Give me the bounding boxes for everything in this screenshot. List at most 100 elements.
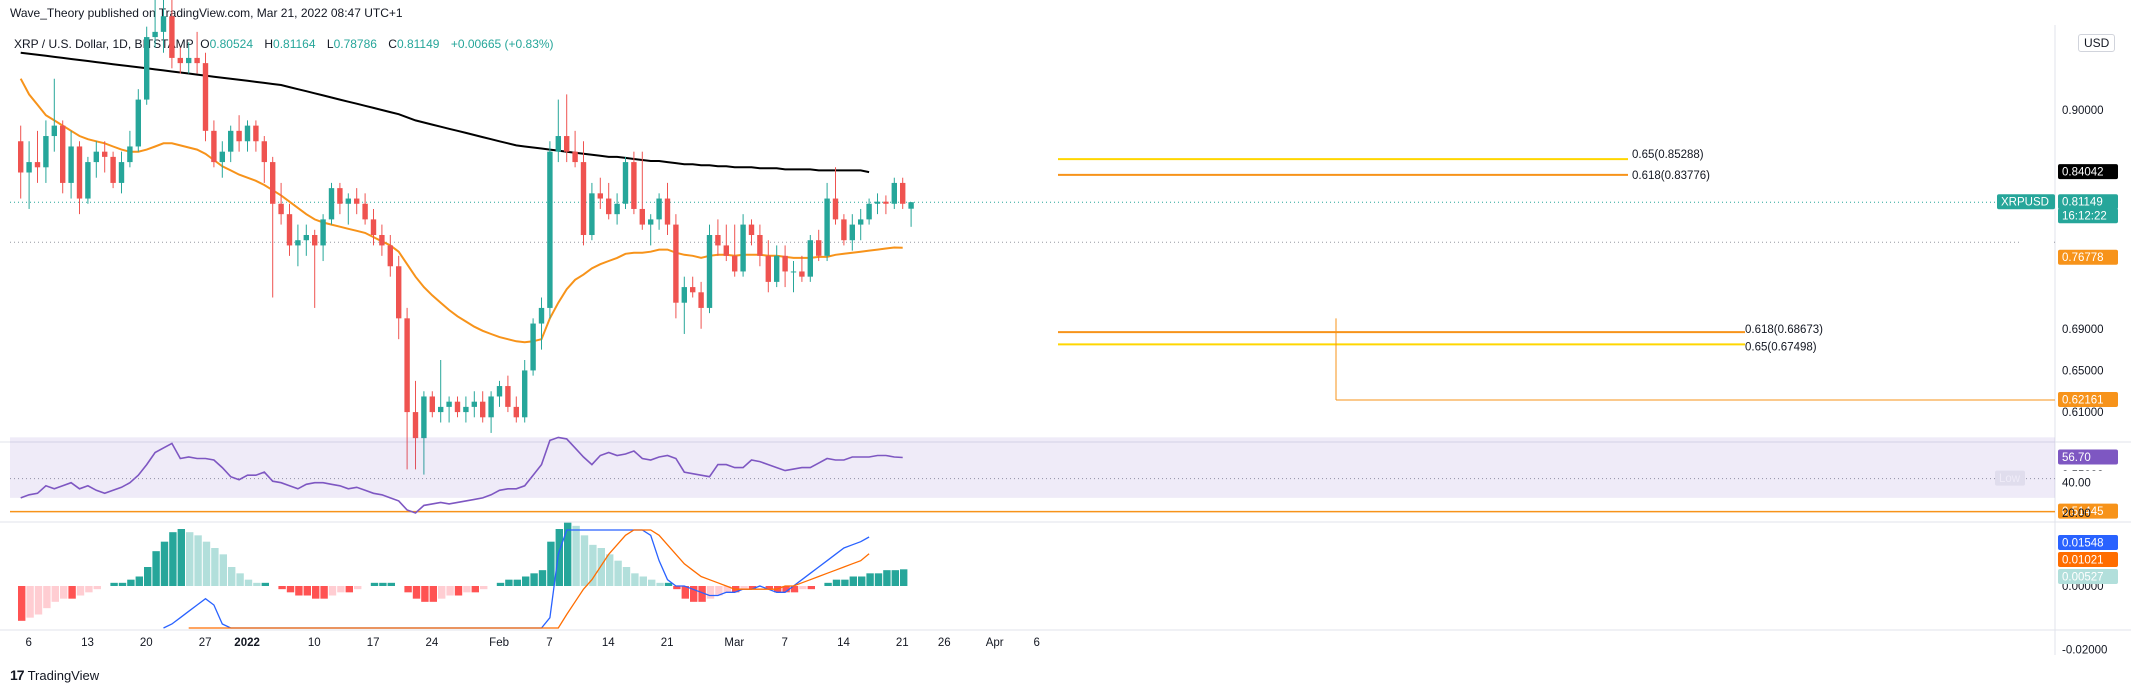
macd-hist-up xyxy=(513,579,521,586)
candle-down xyxy=(337,188,343,204)
candle-down xyxy=(748,224,755,236)
time-axis-label: 17 xyxy=(367,637,380,649)
candle-up xyxy=(219,151,225,163)
candle-down xyxy=(102,151,108,157)
macd-hist-up xyxy=(891,570,899,586)
macd-hist-up xyxy=(656,582,664,586)
macd-hist-up xyxy=(244,579,253,586)
countdown-tag: 16:12:22 xyxy=(2062,211,2107,223)
candle-up xyxy=(681,287,687,303)
support-price-tag-bg xyxy=(2058,391,2118,407)
footer-brand-text: TradingView xyxy=(27,667,100,683)
time-axis-label: Feb xyxy=(489,637,509,649)
macd-hist-down xyxy=(34,586,43,615)
candle-down xyxy=(194,57,200,64)
macd-hist-up xyxy=(866,573,874,586)
avg-tag: Avg xyxy=(2026,239,2046,251)
last-price-tag: 0.81149 xyxy=(2062,197,2103,209)
currency-button[interactable]: USD xyxy=(2078,34,2116,52)
macd-hist-down xyxy=(278,586,286,590)
macd-hist-up xyxy=(631,573,639,586)
candle-down xyxy=(782,255,788,272)
low-value: 0.78786 xyxy=(333,37,377,51)
candle-down xyxy=(765,255,771,282)
macd-hist-down xyxy=(698,586,706,602)
candle-down xyxy=(312,235,318,246)
support-price-tag: 0.62161 xyxy=(2062,394,2104,406)
candle-down xyxy=(396,266,402,319)
candle-down xyxy=(639,208,645,225)
ma-price-tag-bg xyxy=(2058,164,2118,180)
symbol-tag-bg xyxy=(1997,194,2055,210)
candle-up xyxy=(186,57,192,64)
ema-price-tag: 0.76778 xyxy=(2062,252,2104,264)
macd-hist-up xyxy=(144,567,152,586)
ema-orange-line xyxy=(19,78,903,344)
macd-hist-up xyxy=(370,582,379,586)
candle-down xyxy=(379,235,385,246)
candle-up xyxy=(303,235,309,241)
candle-down xyxy=(597,193,603,199)
macd-hist-up xyxy=(648,579,656,586)
macd-hist-up xyxy=(589,544,597,586)
price-axis-tick: 0.61000 xyxy=(2062,407,2104,419)
rsi-axis-tick: 40.00 xyxy=(2062,478,2091,490)
macd-hist-down xyxy=(26,586,34,618)
candle-down xyxy=(757,235,763,256)
candle-down xyxy=(236,130,242,142)
candle-down xyxy=(354,198,360,204)
macd-hist-down xyxy=(807,586,815,590)
low-tag: Low xyxy=(1999,473,2021,485)
macd-hist-down xyxy=(328,586,337,596)
macd-hist-down xyxy=(782,586,790,593)
macd-hist-down xyxy=(43,586,51,609)
rsi-axis-tick: 20.00 xyxy=(2062,508,2091,520)
macd-hist-down xyxy=(454,586,463,596)
macd-hist-down xyxy=(68,586,76,599)
candle-up xyxy=(26,162,32,173)
fib-0618-upper-label: 0.618(0.83776) xyxy=(1632,170,1710,182)
candle-up xyxy=(538,307,545,324)
ma-black-line xyxy=(20,51,870,174)
macd-hist-down xyxy=(799,586,807,590)
time-axis-label: 14 xyxy=(602,637,615,649)
macd-hist-up xyxy=(110,582,118,586)
macd-value-tag-bg xyxy=(2058,535,2118,550)
macd-hist-up xyxy=(505,579,513,586)
candle-up xyxy=(345,198,351,204)
bottom-price-tag: 0.51445 xyxy=(2062,506,2104,518)
macd-hist-up xyxy=(236,573,244,586)
candle-down xyxy=(606,198,612,215)
macd-hist-up xyxy=(564,522,572,586)
time-axis-label: 27 xyxy=(199,637,212,649)
macd-hist-up xyxy=(194,535,202,586)
candle-up xyxy=(127,146,133,163)
macd-hist-down xyxy=(60,586,68,599)
macd-hist-up xyxy=(597,548,605,586)
countdown-tag-bg xyxy=(2058,208,2118,224)
macd-hist-up xyxy=(900,569,908,586)
macd-hist-up xyxy=(832,579,841,586)
macd-hist-down xyxy=(51,586,59,602)
open-label: O xyxy=(200,37,210,51)
macd-hist-down xyxy=(740,586,748,590)
macd-hist-down xyxy=(295,586,303,596)
candle-up xyxy=(68,146,74,183)
macd-hist-up xyxy=(538,570,547,586)
candle-up xyxy=(555,136,561,152)
macd-hist-up xyxy=(160,541,169,586)
time-axis-label: Apr xyxy=(986,637,1004,649)
macd-hist-up xyxy=(379,582,387,586)
candle-up xyxy=(463,406,469,413)
candle-down xyxy=(454,401,461,413)
macd-hist-up xyxy=(622,567,631,586)
candle-up xyxy=(43,136,49,168)
time-axis-label: 21 xyxy=(896,637,909,649)
macd-hist-up xyxy=(177,529,185,586)
high-value: 0.81164 xyxy=(273,37,316,51)
candle-up xyxy=(160,16,167,32)
macd-hist-down xyxy=(765,586,773,590)
time-axis-label: Mar xyxy=(724,637,744,649)
time-axis-label: 6 xyxy=(1033,637,1039,649)
